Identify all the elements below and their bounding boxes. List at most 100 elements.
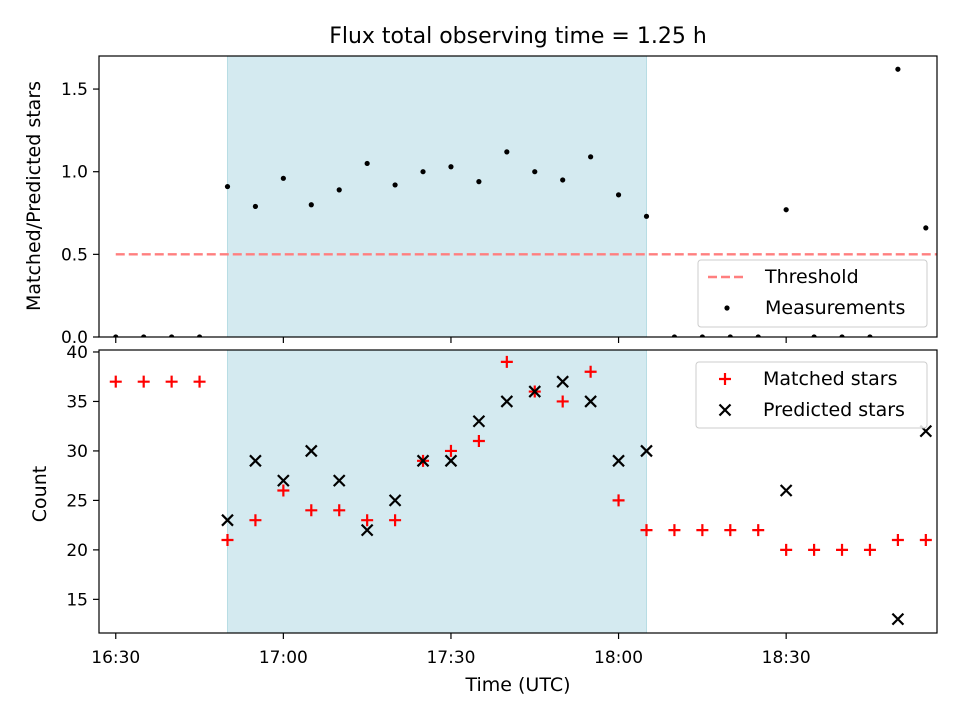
count-panel: 15 20 25 30 35 40 16:30 17:00 17:30 18:00 18:30 Mat… — [66, 343, 960, 668]
y-tick-label: 35 — [66, 392, 88, 412]
matched-stars-point — [137, 375, 150, 388]
measurement-point — [532, 169, 538, 175]
legend-box — [695, 361, 928, 429]
matched-stars-point — [640, 524, 653, 537]
measurement-point — [560, 177, 566, 183]
measurement-point — [252, 203, 259, 210]
measurement-point — [364, 160, 370, 167]
ratio-panel: 0.0 0.5 1.0 1.5 Threshold Measurements — [61, 55, 956, 348]
matched-stars-point — [472, 435, 485, 448]
measurement-point — [336, 187, 342, 193]
y-tick-label: 25 — [66, 491, 88, 511]
predicted-stars-point — [360, 523, 374, 537]
measurement-point — [476, 179, 482, 185]
predicted-stars-point — [444, 454, 458, 468]
observing-window-shade — [227, 350, 647, 633]
legend-label: Measurements — [765, 297, 905, 319]
matched-stars-point — [305, 504, 318, 517]
matched-stars-point — [444, 444, 457, 457]
matched-stars-point — [919, 533, 932, 546]
matched-stars-point — [808, 543, 821, 556]
measurement-point — [951, 197, 956, 202]
y-axis-label-ratio: Matched/Predicted stars — [23, 81, 45, 311]
x-tick-label: 18:30 — [762, 648, 811, 668]
measurement-point — [448, 164, 454, 170]
axes-frame — [98, 55, 938, 338]
matched-stars-point — [752, 524, 765, 537]
predicted-stars-point — [584, 395, 597, 408]
legend-label: Predicted stars — [763, 399, 905, 421]
predicted-stars-point — [305, 444, 318, 458]
matched-stars-point — [836, 543, 849, 556]
measurement-point — [504, 149, 510, 155]
predicted-stars-point — [891, 612, 905, 626]
predicted-stars-point — [612, 454, 625, 468]
y-tick-label: 1.0 — [61, 163, 88, 183]
matched-stars-point — [249, 514, 262, 527]
measurement-point — [113, 334, 119, 337]
matched-stars-point — [863, 543, 876, 556]
x-axis-label: Time (UTC) — [464, 674, 570, 696]
matched-stars-point — [584, 365, 597, 378]
legend: Threshold Measurements — [697, 259, 928, 328]
measurement-point — [308, 202, 314, 208]
predicted-stars-point — [948, 505, 959, 516]
y-tick-label: 20 — [66, 541, 88, 561]
measurement-point — [755, 334, 761, 337]
legend-marker — [719, 373, 731, 385]
matched-stars-point — [724, 524, 737, 537]
measurement-point — [196, 334, 203, 337]
matched-stars-point — [780, 543, 793, 556]
y-tick-label: 15 — [66, 590, 88, 610]
matched-stars-point — [193, 375, 206, 388]
matched-stars-point — [612, 494, 625, 507]
measurement-point — [783, 207, 789, 213]
measurement-point — [699, 334, 705, 337]
x-tick-label: 16:30 — [91, 648, 140, 668]
predicted-stars-point — [277, 474, 290, 487]
matched-stars-point — [696, 524, 709, 537]
x-tick-label: 18:00 — [594, 648, 643, 668]
measurement-point — [615, 192, 622, 198]
measurement-point — [169, 334, 175, 337]
axes-frame — [98, 349, 938, 634]
matched-stars-point — [165, 375, 178, 388]
predicted-stars-point — [388, 494, 402, 507]
predicted-stars-point — [779, 484, 793, 497]
measurement-point — [280, 175, 286, 181]
y-tick-label: 30 — [66, 442, 88, 462]
x-tick-label: 17:00 — [259, 648, 308, 668]
matched-stars-point — [333, 504, 346, 517]
y-tick-label: 0.0 — [61, 328, 88, 348]
y-tick-label: 40 — [66, 343, 88, 363]
matched-stars-point — [221, 533, 234, 546]
observing-window-shade — [227, 56, 647, 337]
measurement-point — [643, 213, 650, 219]
legend-box — [697, 259, 928, 328]
plot-area — [113, 66, 956, 337]
matched-stars-point — [109, 375, 122, 388]
chart-title: Flux total observing time = 1.25 h — [329, 24, 707, 49]
plot-area — [109, 355, 960, 626]
matched-stars-point — [948, 544, 960, 556]
legend-label: Threshold — [764, 266, 859, 288]
y-tick-label: 0.5 — [61, 245, 88, 265]
matched-stars-point — [556, 395, 569, 408]
measurement-point — [727, 334, 733, 337]
measurement-point — [671, 334, 678, 337]
matched-stars-point — [891, 533, 904, 546]
matched-stars-point — [500, 355, 513, 368]
measurement-point — [141, 334, 147, 337]
predicted-stars-point — [500, 395, 514, 408]
matched-stars-point — [277, 484, 290, 497]
measurement-point — [392, 182, 398, 188]
legend-label: Matched stars — [763, 368, 897, 390]
predicted-stars-point — [416, 454, 430, 468]
predicted-stars-point — [221, 513, 234, 527]
predicted-stars-point — [249, 454, 262, 468]
x-tick-label: 17:30 — [426, 648, 475, 668]
legend-marker — [718, 403, 732, 417]
measurement-point — [224, 183, 231, 190]
predicted-stars-point — [472, 414, 486, 428]
